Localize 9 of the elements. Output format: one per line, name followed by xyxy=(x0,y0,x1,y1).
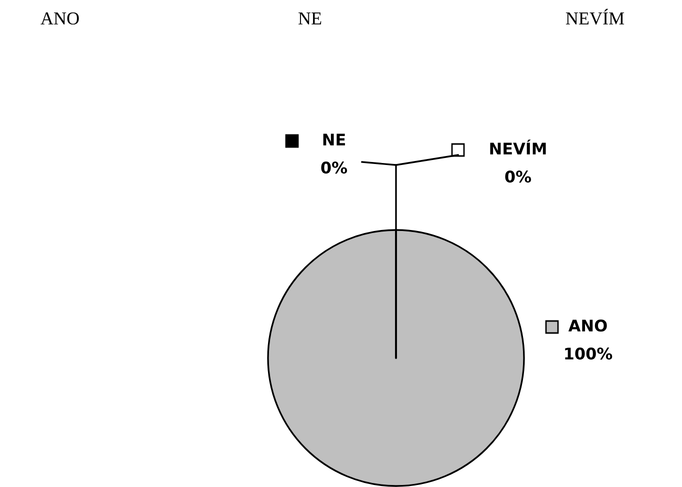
text: NEVÍM xyxy=(566,8,624,25)
legend-label: NEVÍM xyxy=(490,140,546,154)
text: ANO xyxy=(40,12,79,25)
legend-label: NE xyxy=(323,134,345,146)
legend-label: ANO xyxy=(568,320,607,332)
text: NE xyxy=(298,12,322,24)
data-label: 100% xyxy=(565,348,612,360)
text: 0% xyxy=(321,162,348,174)
text: 0% xyxy=(505,170,532,183)
